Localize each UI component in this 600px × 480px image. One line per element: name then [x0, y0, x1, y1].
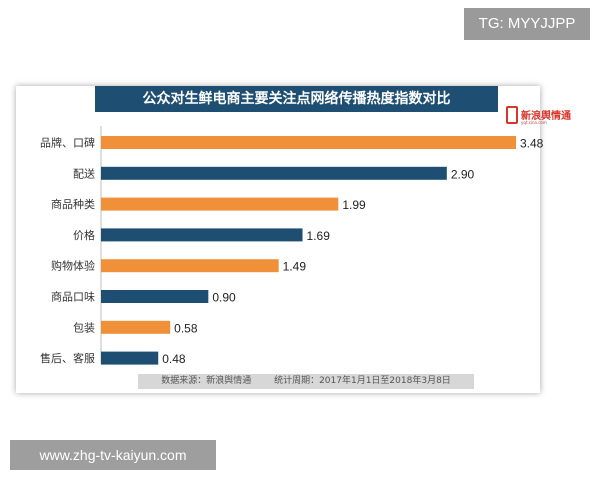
- category-label: 配送: [73, 166, 95, 180]
- sina-yuqingtong-logo: 新浪舆情通 yqt.sina.com: [506, 106, 571, 128]
- value-label: 0.58: [174, 321, 198, 335]
- value-label: 1.69: [307, 229, 331, 243]
- category-label: 售后、客服: [40, 351, 95, 365]
- chart-footer: 数据来源：新浪舆情通 统计周期：2017年1月1日至2018年3月8日: [138, 374, 474, 389]
- chart-title: 公众对生鲜电商主要关注点网络传播热度指数对比: [95, 86, 498, 112]
- category-label: 包装: [73, 321, 95, 334]
- bar: [101, 136, 516, 149]
- bar: [101, 290, 209, 303]
- stat-period: 统计周期：2017年1月1日至2018年3月8日: [274, 376, 451, 386]
- category-label: 品牌、口碑: [40, 136, 95, 150]
- bar: [101, 228, 303, 242]
- telegram-watermark: TG: MYYJJPP: [464, 8, 590, 40]
- value-label: 0.48: [162, 352, 186, 366]
- category-label: 商品种类: [51, 197, 95, 211]
- category-label: 价格: [73, 228, 95, 242]
- bar: [101, 197, 339, 211]
- category-label: 购物体验: [51, 259, 95, 273]
- value-label: 2.90: [451, 167, 475, 181]
- bar: [101, 320, 171, 334]
- value-label: 0.90: [212, 291, 236, 305]
- data-source: 数据来源：新浪舆情通: [161, 376, 252, 386]
- url-watermark: www.zhg-tv-kaiyun.com: [10, 440, 216, 470]
- category-label: 商品口味: [51, 290, 95, 304]
- value-label: 1.49: [283, 260, 307, 274]
- bar: [101, 166, 447, 180]
- value-label: 3.48: [520, 137, 544, 151]
- bar: [101, 351, 159, 365]
- logo-text: 新浪舆情通: [521, 111, 571, 122]
- logo-subtext: yqt.sina.com: [521, 120, 547, 125]
- phone-icon: [506, 106, 518, 124]
- bar: [101, 259, 279, 273]
- value-label: 1.99: [342, 198, 366, 212]
